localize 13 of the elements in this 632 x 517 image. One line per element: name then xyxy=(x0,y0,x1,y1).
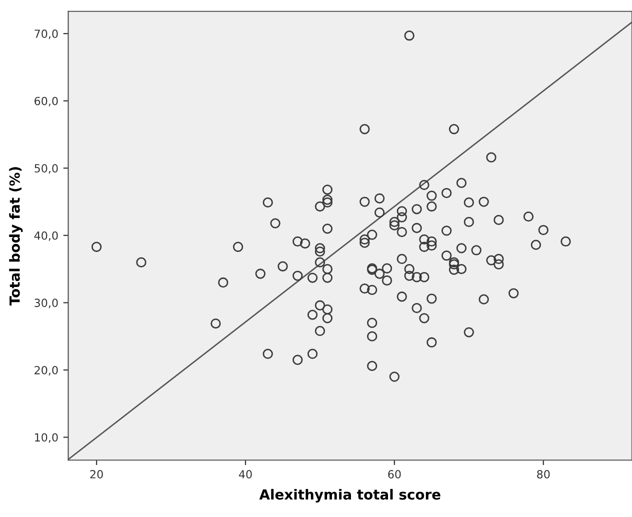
y-tick-label: 10,0 xyxy=(35,433,58,443)
x-tick-label: 40 xyxy=(238,470,252,478)
y-axis-title: Total body fat (%) xyxy=(9,167,23,306)
y-tick-label: 50,0 xyxy=(34,164,58,174)
y-tick-label: 60,0 xyxy=(34,96,58,106)
x-tick-label: 20 xyxy=(90,470,103,478)
y-tick-label: 40,0 xyxy=(34,231,58,241)
y-tick-label: 30,0 xyxy=(34,298,58,308)
x-tick-label: 60 xyxy=(388,470,401,478)
y-tick-label: 20,0 xyxy=(34,366,58,376)
x-axis-title: Alexithymia total score xyxy=(259,488,440,502)
y-tick-label: 70,0 xyxy=(34,30,58,40)
x-tick-label: 80 xyxy=(537,470,550,478)
